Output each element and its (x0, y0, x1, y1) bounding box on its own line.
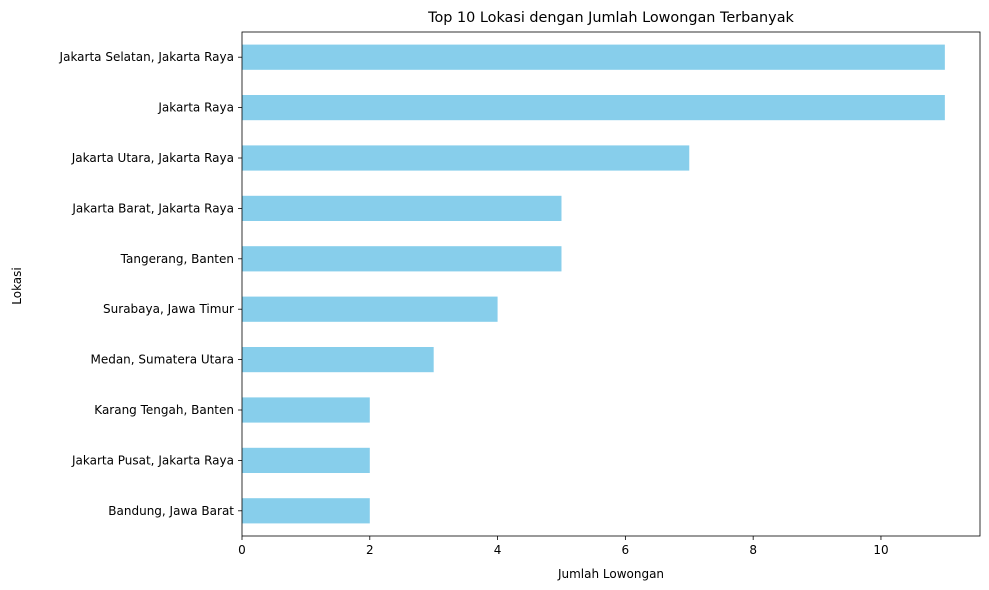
bar (242, 44, 945, 70)
x-tick-label: 6 (622, 543, 630, 557)
y-tick-label: Karang Tengah, Banten (94, 403, 234, 417)
x-tick-label: 10 (873, 543, 888, 557)
bar (242, 498, 370, 524)
y-tick-label: Bandung, Jawa Barat (108, 504, 234, 518)
bar (242, 195, 562, 221)
x-axis-ticks: 0 2 4 6 8 10 (238, 536, 889, 557)
plot-area-frame (241, 31, 981, 537)
y-tick-label: Tangerang, Banten (120, 252, 234, 266)
y-tick-label: Jakarta Raya (157, 101, 234, 115)
y-tick-label: Jakarta Selatan, Jakarta Raya (59, 50, 234, 64)
bar (242, 447, 370, 473)
x-tick-label: 0 (238, 543, 246, 557)
bar (242, 397, 370, 423)
bar (242, 145, 690, 171)
bar (242, 347, 434, 373)
y-tick-label: Jakarta Utara, Jakarta Raya (71, 151, 234, 165)
bar (242, 95, 945, 121)
x-axis-label: Jumlah Lowongan (557, 567, 664, 581)
y-axis-ticks: Jakarta Selatan, Jakarta Raya Jakarta Ray… (59, 50, 242, 518)
y-axis-label: Lokasi (10, 267, 24, 305)
y-tick-label: Jakarta Barat, Jakarta Raya (71, 201, 234, 215)
bars-group (242, 44, 945, 524)
y-tick-label: Medan, Sumatera Utara (90, 353, 234, 367)
y-tick-label: Surabaya, Jawa Timur (103, 302, 234, 316)
x-tick-label: 8 (749, 543, 757, 557)
x-tick-label: 4 (494, 543, 502, 557)
bar (242, 296, 498, 322)
bar (242, 246, 562, 272)
y-tick-label: Jakarta Pusat, Jakarta Raya (71, 453, 234, 467)
x-tick-label: 2 (366, 543, 374, 557)
chart-title: Top 10 Lokasi dengan Jumlah Lowongan Ter… (427, 10, 794, 26)
